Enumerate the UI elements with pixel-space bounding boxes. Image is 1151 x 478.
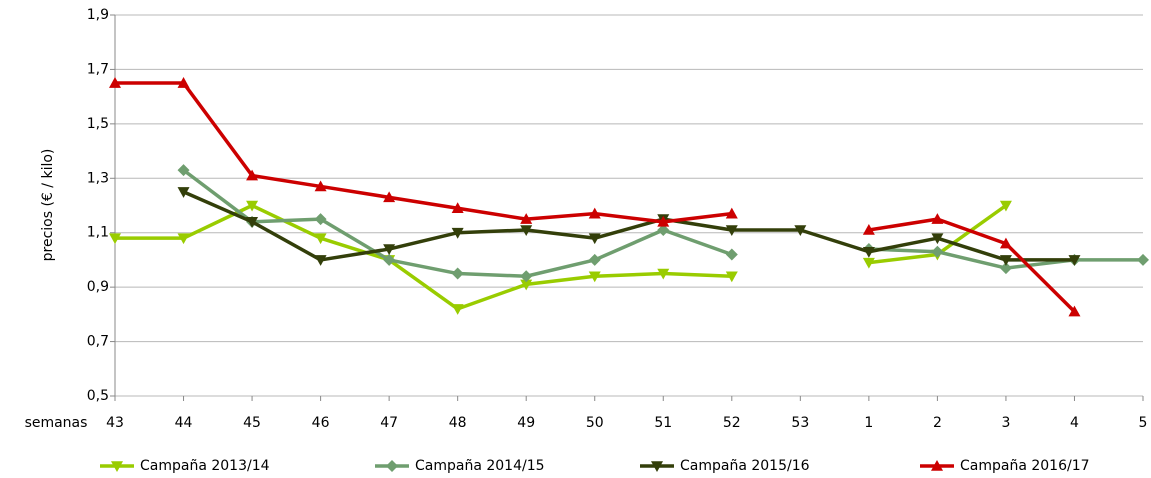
x-tick-label: 43 [106, 415, 124, 431]
legend-label: Campaña 2014/15 [415, 458, 545, 474]
x-tick-label: 48 [449, 415, 467, 431]
x-tick-label: 5 [1139, 415, 1148, 431]
legend-label: Campaña 2013/14 [140, 458, 270, 474]
x-tick-label: 52 [723, 415, 741, 431]
marker [177, 233, 190, 245]
marker [386, 460, 398, 472]
marker [657, 215, 670, 227]
y-tick-label: 1,9 [87, 7, 109, 23]
x-tick-label: 51 [654, 415, 672, 431]
legend-label: Campaña 2015/16 [680, 458, 810, 474]
marker [588, 207, 601, 219]
marker [520, 279, 533, 291]
y-tick-label: 0,7 [87, 334, 109, 350]
marker [383, 191, 396, 203]
marker [931, 245, 944, 258]
x-tick-label: 2 [933, 415, 942, 431]
marker [314, 180, 327, 192]
y-axis-label: precios (€ / kilo) [40, 149, 56, 262]
marker [588, 271, 601, 283]
marker [177, 164, 190, 177]
marker [109, 233, 121, 245]
marker [520, 225, 533, 236]
marker [451, 227, 464, 239]
x-tick-label: 3 [1001, 415, 1010, 431]
marker [1137, 253, 1149, 266]
marker [111, 461, 123, 472]
y-tick-label: 1,5 [87, 116, 109, 132]
y-tick-label: 1,7 [87, 61, 109, 77]
marker [451, 304, 464, 315]
x-tick-label: 47 [380, 415, 398, 431]
marker [725, 271, 738, 283]
series-line [115, 81, 1076, 313]
marker [314, 233, 327, 245]
y-tick-label: 0,9 [87, 279, 109, 295]
y-tick-label: 0,5 [87, 388, 109, 404]
marker [1068, 255, 1081, 266]
marker [520, 270, 533, 283]
marker [999, 262, 1012, 275]
marker [931, 460, 943, 471]
x-tick-label: 1 [864, 415, 873, 431]
marker [588, 253, 601, 266]
y-tick-label: 1,3 [87, 170, 109, 186]
marker [651, 461, 663, 472]
marker [520, 213, 533, 224]
marker [862, 257, 875, 269]
marker [246, 200, 259, 212]
marker [862, 223, 875, 235]
marker [862, 246, 875, 258]
marker [657, 223, 670, 236]
marker [177, 187, 190, 198]
legend-label: Campaña 2016/17 [960, 458, 1090, 474]
marker [999, 255, 1012, 266]
x-tick-label: 44 [175, 415, 193, 431]
marker [657, 268, 670, 280]
x-tick-label: 50 [586, 415, 604, 431]
marker [451, 267, 464, 280]
marker [725, 225, 738, 236]
x-tick-label: 45 [243, 415, 261, 431]
marker [177, 77, 190, 88]
marker [931, 233, 944, 245]
x-tick-label: 46 [312, 415, 330, 431]
x-tick-label: 49 [517, 415, 535, 431]
marker [725, 207, 738, 219]
marker [999, 237, 1012, 249]
marker [451, 202, 464, 214]
marker [931, 213, 944, 224]
marker [383, 244, 396, 256]
marker [383, 253, 396, 266]
marker [109, 77, 121, 88]
marker [314, 213, 327, 226]
x-tick-label: 53 [791, 415, 809, 431]
marker [246, 217, 259, 228]
marker [794, 225, 807, 236]
x-tick-label: 4 [1070, 415, 1079, 431]
marker [588, 233, 601, 245]
marker [1068, 305, 1081, 317]
y-tick-label: 1,1 [87, 225, 109, 241]
series-line [182, 190, 1075, 262]
x-axis-label: semanas [25, 415, 88, 431]
marker [725, 248, 738, 261]
marker [999, 200, 1012, 212]
marker [314, 255, 327, 266]
marker [246, 169, 259, 181]
